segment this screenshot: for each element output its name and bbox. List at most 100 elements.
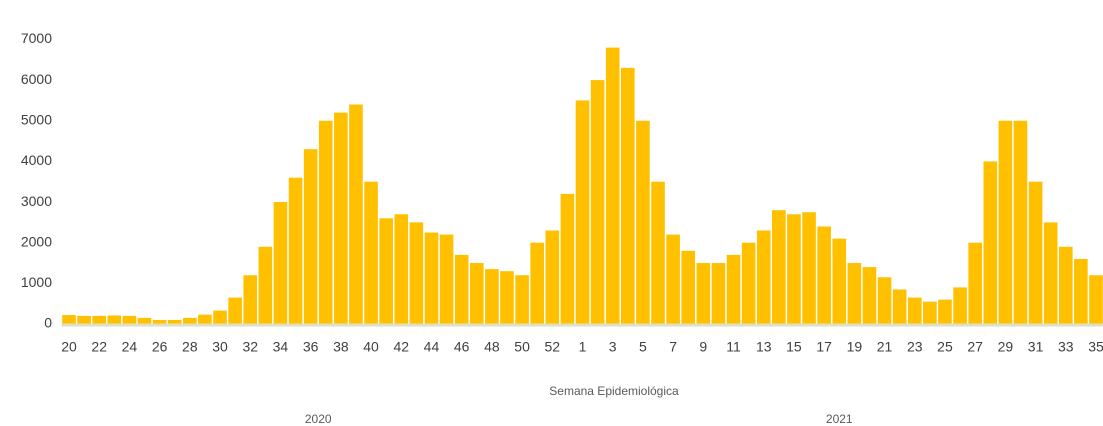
bar bbox=[92, 315, 107, 324]
x-tick-label: 20 bbox=[61, 339, 77, 355]
bar bbox=[666, 234, 680, 324]
bar bbox=[968, 242, 982, 324]
bar bbox=[772, 210, 786, 324]
bar bbox=[183, 317, 197, 324]
bar bbox=[228, 297, 242, 324]
x-tick-label: 29 bbox=[998, 339, 1014, 355]
bar bbox=[152, 319, 167, 324]
bar bbox=[364, 181, 378, 324]
bar bbox=[1074, 258, 1088, 324]
bar bbox=[515, 275, 529, 324]
bar bbox=[77, 315, 91, 324]
bar bbox=[485, 269, 499, 324]
bar bbox=[107, 315, 122, 324]
x-tick-label: 52 bbox=[545, 339, 561, 355]
bar bbox=[379, 218, 393, 324]
y-tick-label: 7000 bbox=[21, 30, 52, 46]
bar bbox=[862, 267, 877, 324]
bar bbox=[409, 222, 424, 324]
bar bbox=[349, 104, 363, 325]
x-tick-label: 46 bbox=[454, 339, 470, 355]
bar bbox=[62, 315, 76, 324]
y-tick-label: 5000 bbox=[21, 111, 52, 127]
x-tick-label: 40 bbox=[363, 339, 379, 355]
x-tick-label: 3 bbox=[609, 339, 617, 355]
bar bbox=[621, 67, 635, 324]
bar bbox=[711, 263, 726, 324]
bar bbox=[575, 100, 590, 324]
bar bbox=[137, 317, 152, 324]
y-tick-label: 1000 bbox=[21, 274, 52, 290]
bar bbox=[454, 254, 469, 324]
bar bbox=[847, 263, 862, 324]
bar bbox=[832, 238, 847, 324]
bar bbox=[500, 271, 514, 324]
bar bbox=[877, 277, 892, 324]
x-tick-label: 24 bbox=[122, 339, 138, 355]
bar bbox=[998, 120, 1013, 324]
x-tick-label: 34 bbox=[273, 339, 289, 355]
bar bbox=[530, 242, 544, 324]
bar bbox=[394, 214, 409, 324]
x-tick-label: 38 bbox=[333, 339, 349, 355]
x-tick-label: 23 bbox=[907, 339, 923, 355]
bar bbox=[802, 212, 816, 324]
x-tick-label: 25 bbox=[937, 339, 953, 355]
y-tick-label: 2000 bbox=[21, 233, 52, 249]
x-tick-label: 1 bbox=[579, 339, 587, 355]
bar bbox=[198, 314, 212, 324]
bar bbox=[756, 230, 771, 324]
x-tick-label: 44 bbox=[424, 339, 440, 355]
bar bbox=[424, 232, 439, 324]
bar bbox=[1028, 181, 1043, 324]
bar bbox=[167, 319, 182, 324]
bar bbox=[122, 315, 137, 324]
bar bbox=[923, 301, 937, 324]
x-tick-label: 17 bbox=[816, 339, 832, 355]
bar bbox=[892, 289, 907, 324]
bar bbox=[605, 47, 620, 325]
x-tick-label: 26 bbox=[152, 339, 168, 355]
bar bbox=[817, 226, 831, 324]
y-tick-label: 4000 bbox=[21, 152, 52, 168]
bar bbox=[696, 263, 711, 324]
bar bbox=[590, 80, 605, 324]
bar bbox=[334, 112, 348, 324]
bar bbox=[258, 246, 273, 324]
x-tick-label: 5 bbox=[639, 339, 647, 355]
bar bbox=[907, 297, 922, 324]
x-tick-label: 21 bbox=[877, 339, 893, 355]
x-tick-label: 13 bbox=[756, 339, 772, 355]
bar bbox=[741, 242, 756, 324]
y-tick-label: 6000 bbox=[21, 71, 52, 87]
bar bbox=[1013, 120, 1028, 324]
group-label: 2021 bbox=[826, 412, 853, 426]
y-tick-label: 3000 bbox=[21, 193, 52, 209]
x-tick-label: 19 bbox=[847, 339, 863, 355]
x-tick-label: 31 bbox=[1028, 339, 1044, 355]
x-tick-label: 35 bbox=[1088, 339, 1103, 355]
x-tick-label: 42 bbox=[393, 339, 409, 355]
bar bbox=[439, 234, 454, 324]
bar bbox=[1089, 275, 1103, 324]
bar bbox=[726, 254, 741, 324]
x-tick-label: 28 bbox=[182, 339, 198, 355]
bar bbox=[681, 250, 696, 324]
x-tick-label: 48 bbox=[484, 339, 500, 355]
x-axis-title: Semana Epidemiológica bbox=[549, 384, 679, 398]
bar bbox=[303, 149, 318, 324]
bar bbox=[953, 287, 967, 324]
bar bbox=[288, 177, 303, 324]
bar bbox=[983, 161, 998, 324]
bar bbox=[243, 275, 258, 324]
bar bbox=[938, 299, 952, 324]
x-tick-label: 32 bbox=[242, 339, 258, 355]
bar bbox=[651, 181, 665, 324]
group-label: 2020 bbox=[305, 412, 332, 426]
bar bbox=[213, 310, 227, 324]
bar bbox=[787, 214, 801, 324]
bar bbox=[1043, 222, 1058, 324]
y-tick-label: 0 bbox=[44, 315, 52, 331]
bar bbox=[273, 202, 288, 324]
